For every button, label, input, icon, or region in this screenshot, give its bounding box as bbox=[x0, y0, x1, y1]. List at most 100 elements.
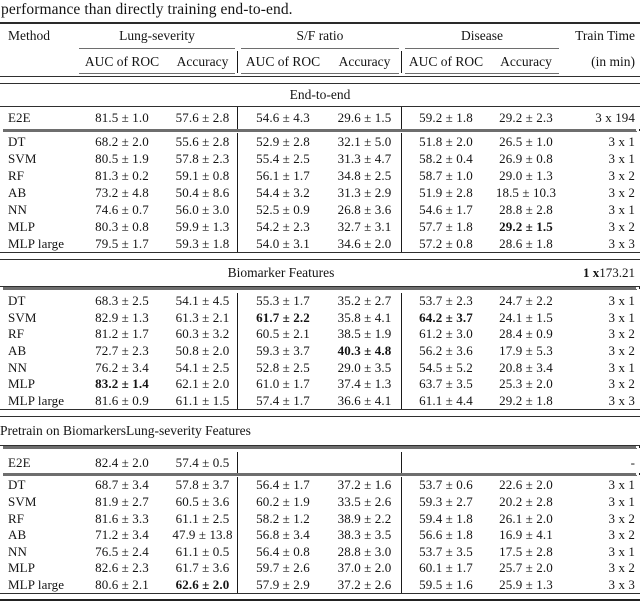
sf-auc-cell: 58.2 ± 1.2 bbox=[256, 510, 310, 526]
train-time-cell: 3 x 2 bbox=[608, 560, 635, 576]
lead-row-wrap: E2E 81.5 ± 1.0 57.6 ± 2.8 54.6 ± 4.3 29.… bbox=[0, 107, 640, 129]
sf-accuracy-cell: 32.1 ± 5.0 bbox=[328, 133, 402, 150]
lung-accuracy-cell: 61.1 ± 1.5 bbox=[168, 392, 238, 410]
method-cell: SVM bbox=[8, 309, 37, 325]
sf-auc-cell: 57.4 ± 1.7 bbox=[256, 392, 310, 408]
disease-auc-cell: 61.1 ± 4.4 bbox=[419, 392, 473, 408]
lung-accuracy-cell: 54.1 ± 2.5 bbox=[168, 359, 238, 376]
group-header-lung-severity: Lung-severity bbox=[119, 28, 195, 43]
sf-auc-cell: 56.4 ± 1.7 bbox=[256, 477, 310, 493]
lung-accuracy-cell: 57.6 ± 2.8 bbox=[168, 107, 238, 129]
method-cell: SVM bbox=[8, 494, 37, 510]
lung-auc-cell: 76.2 ± 3.4 bbox=[95, 359, 149, 375]
table-row: RF 81.2 ± 1.7 60.3 ± 3.2 60.5 ± 2.1 38.5… bbox=[0, 326, 640, 343]
row-group: DT 68.3 ± 2.5 54.1 ± 4.5 55.3 ± 1.7 35.2… bbox=[0, 293, 640, 410]
lung-auc-cell: 71.2 ± 3.4 bbox=[95, 527, 149, 543]
section-end-to-end: End-to-end E2E 81.5 ± 1.0 57.6 ± 2.8 54.… bbox=[0, 84, 640, 252]
train-time-cell: 3 x 2 bbox=[608, 326, 635, 342]
section-title-lung-features: Lung-severity Features bbox=[125, 423, 251, 439]
method-cell: NN bbox=[8, 359, 27, 375]
lung-auc-cell: 81.5 ± 1.0 bbox=[95, 110, 149, 125]
lung-group-rule bbox=[76, 48, 238, 51]
sf-group-rule bbox=[238, 73, 402, 76]
lung-accuracy-cell: 50.8 ± 2.0 bbox=[168, 342, 238, 360]
lung-auc-cell: 74.6 ± 0.7 bbox=[95, 201, 149, 217]
sf-accuracy-cell: 29.0 ± 3.5 bbox=[328, 359, 402, 376]
method-cell: E2E bbox=[8, 454, 31, 470]
train-time-rest: 173.21 bbox=[599, 265, 635, 280]
lung-auc-cell: 72.7 ± 2.3 bbox=[95, 343, 149, 359]
lung-auc-cell: 82.4 ± 2.0 bbox=[95, 454, 149, 470]
disease-accuracy-cell: 24.7 ± 2.2 bbox=[499, 293, 553, 309]
disease-auc-cell: 58.7 ± 1.0 bbox=[419, 167, 473, 183]
disease-auc-cell: 57.2 ± 0.8 bbox=[419, 235, 473, 251]
lung-auc-cell: 82.9 ± 1.3 bbox=[95, 309, 149, 325]
disease-auc-cell: 51.9 ± 2.8 bbox=[419, 184, 473, 200]
train-time-cell: 3 x 1 bbox=[608, 477, 635, 493]
lung-auc-cell: 68.2 ± 2.0 bbox=[95, 133, 149, 149]
lung-accuracy-cell: 55.6 ± 2.8 bbox=[168, 133, 238, 150]
group-header-disease: Disease bbox=[461, 28, 503, 43]
table-row: DT 68.2 ± 2.0 55.6 ± 2.8 52.9 ± 2.8 32.1… bbox=[0, 133, 640, 150]
table-bottom-rule bbox=[0, 593, 640, 601]
train-time-cell: 3 x 1 bbox=[608, 201, 635, 217]
sf-accuracy-cell: 35.8 ± 4.1 bbox=[328, 309, 402, 327]
sf-auc-cell: 57.9 ± 2.9 bbox=[256, 577, 310, 593]
method-cell: E2E bbox=[8, 110, 31, 125]
method-cell: DT bbox=[8, 293, 26, 309]
train-time-cell: 3 x 3 bbox=[608, 235, 635, 251]
disease-auc-cell: 61.2 ± 3.0 bbox=[419, 326, 473, 342]
train-time-cell: 3 x 1 bbox=[608, 359, 635, 375]
lung-auc-cell: 80.3 ± 0.8 bbox=[95, 218, 149, 234]
sf-auc-cell: 52.8 ± 2.5 bbox=[256, 359, 310, 375]
lung-accuracy-cell: 57.8 ± 3.7 bbox=[168, 477, 238, 494]
table-row: MLP large 80.6 ± 2.1 62.6 ± 2.0 57.9 ± 2… bbox=[0, 576, 640, 594]
train-time-cell: 3 x 2 bbox=[608, 218, 635, 234]
lung-accuracy-cell: 59.1 ± 0.8 bbox=[168, 167, 238, 184]
lung-auc-cell: 68.7 ± 3.4 bbox=[95, 477, 149, 493]
lung-auc-cell: 81.3 ± 0.2 bbox=[95, 167, 149, 183]
disease-accuracy-cell: 29.0 ± 1.3 bbox=[499, 167, 553, 183]
sf-accuracy-cell: 35.2 ± 2.7 bbox=[328, 293, 402, 310]
section-title-row: Biomarker Features 1 x 173.21 bbox=[0, 260, 640, 287]
disease-accuracy-cell: 26.9 ± 0.8 bbox=[499, 150, 553, 166]
lung-auc-cell: 80.6 ± 2.1 bbox=[95, 577, 149, 593]
sf-accuracy-cell: 37.2 ± 2.6 bbox=[328, 576, 402, 594]
disease-accuracy-cell: 25.3 ± 2.0 bbox=[499, 376, 553, 392]
sf-auc-cell bbox=[238, 452, 328, 473]
disease-group-rule bbox=[0, 289, 640, 290]
subheader-sf-accuracy: Accuracy bbox=[328, 51, 402, 73]
rule-spacer bbox=[562, 73, 640, 76]
table-row: SVM 82.9 ± 1.3 61.3 ± 2.1 61.7 ± 2.2 35.… bbox=[0, 309, 640, 327]
method-cell: AB bbox=[8, 184, 27, 200]
section-title-row: End-to-end bbox=[0, 84, 640, 107]
disease-group-rule bbox=[0, 131, 640, 132]
disease-accuracy-cell: 25.9 ± 1.3 bbox=[499, 577, 553, 593]
table-row: AB 73.2 ± 4.8 50.4 ± 8.6 54.4 ± 3.2 31.3… bbox=[0, 184, 640, 201]
disease-accuracy-cell: 16.9 ± 4.1 bbox=[499, 527, 553, 543]
disease-accuracy-cell: 20.8 ± 3.4 bbox=[499, 359, 553, 375]
table-header-row: Method Lung-severity S/F ratio Disease T… bbox=[0, 24, 640, 48]
lung-group-rule bbox=[76, 73, 238, 76]
disease-auc-cell: 56.6 ± 1.8 bbox=[419, 527, 473, 543]
lung-accuracy-cell: 61.3 ± 2.1 bbox=[168, 309, 238, 327]
method-cell: MLP bbox=[8, 218, 36, 234]
lung-auc-cell: 82.6 ± 2.3 bbox=[95, 560, 149, 576]
lung-accuracy-cell: 50.4 ± 8.6 bbox=[168, 184, 238, 201]
disease-auc-cell: 59.2 ± 1.8 bbox=[419, 110, 473, 125]
sf-accuracy-cell: 34.6 ± 2.0 bbox=[328, 235, 402, 252]
train-time-bold: 1 x bbox=[583, 265, 600, 280]
train-time-cell: 3 x 2 bbox=[608, 527, 635, 543]
sf-accuracy-cell: 31.3 ± 4.7 bbox=[328, 150, 402, 167]
disease-group-rule bbox=[0, 448, 640, 450]
sf-group-rule bbox=[238, 48, 402, 51]
lung-auc-cell: 81.2 ± 1.7 bbox=[95, 326, 149, 342]
disease-accuracy-cell: 25.7 ± 2.0 bbox=[499, 560, 553, 576]
train-time-cell: 3 x 2 bbox=[608, 167, 635, 183]
lung-auc-cell: 81.6 ± 3.3 bbox=[95, 510, 149, 526]
disease-auc-cell: 56.2 ± 3.6 bbox=[419, 343, 473, 359]
section-title: End-to-end bbox=[289, 87, 351, 102]
rule-spacer bbox=[0, 48, 76, 51]
disease-accuracy-cell: 28.8 ± 2.8 bbox=[499, 201, 553, 217]
